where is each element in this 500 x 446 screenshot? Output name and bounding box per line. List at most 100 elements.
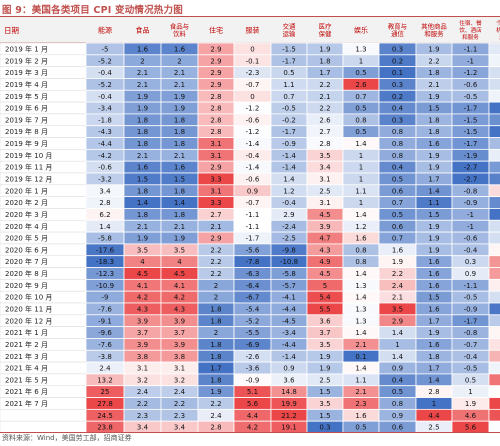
cell-value: 27.8 — [97, 400, 113, 408]
cell-value: 1.9 — [137, 235, 148, 243]
table-row: 2020 年 2 月 2.8 1.4 1.4 3.3 -0.7 -0.4 3.1 1 0.7 1.1… — [0, 196, 500, 209]
cell-value: 2.2 — [319, 81, 330, 89]
cell-value: 0.6 — [392, 223, 404, 231]
cell-value: -1.2 — [246, 105, 260, 113]
cell-value: 1.9 — [137, 93, 148, 101]
cell-value: 1.9 — [319, 365, 330, 373]
cell-value: -0.1 — [246, 57, 260, 65]
cell-value: 3.4 — [99, 187, 111, 195]
cell-value: 1.4 — [283, 176, 295, 184]
cell-value: 6.2 — [99, 211, 110, 219]
heatmap-cell — [488, 78, 500, 91]
cell-value: 1.8 — [174, 116, 185, 124]
cell-value: -0.4 — [464, 353, 478, 361]
cell-value: 1.9 — [428, 164, 439, 172]
cell-value: 2.1 — [174, 69, 185, 77]
cell-value: 1.8 — [174, 187, 185, 195]
cell-value: -0.6 — [464, 81, 478, 89]
cell-value: -1.4 — [282, 152, 296, 160]
cell-value: -0.7 — [246, 199, 260, 207]
cell-value: 1.6 — [392, 246, 404, 254]
cell-value: 0.3 — [319, 424, 330, 432]
cell-value: 0.5 — [355, 105, 366, 113]
heatmap-cell — [488, 255, 500, 268]
cell-value: -0.5 — [282, 105, 296, 113]
cell-value: 3.8 — [137, 353, 148, 361]
cell-value: -4.1 — [282, 294, 296, 302]
cell-value: 0.9 — [283, 365, 294, 373]
heatmap-cell — [488, 196, 500, 209]
cell-value: -5.6 — [246, 246, 260, 254]
cell-value: 19.9 — [281, 400, 297, 408]
cell-value: 1.6 — [428, 282, 440, 290]
cell-value: 4.5 — [319, 211, 330, 219]
heatmap-cell — [488, 125, 500, 138]
cell-value: 0.8 — [392, 400, 403, 408]
cell-value: -0.7 — [246, 81, 260, 89]
cell-value: -4.3 — [98, 128, 112, 136]
cell-value: -0.4 — [246, 152, 260, 160]
cell-value: 1.4 — [428, 376, 440, 384]
cell-value: 1.4 — [355, 329, 367, 337]
cell-value: 1.9 — [428, 246, 439, 254]
cell-value: -2.7 — [464, 176, 478, 184]
table-row: 2019 年 6 月 -3.4 1.9 1.9 2.8 -1.2 -0.5 2.2 0.5 0.4… — [0, 101, 500, 115]
cell-value: -1.7 — [282, 57, 296, 65]
cell-value: 2.5 — [319, 376, 330, 384]
cell-value: 1.8 — [137, 187, 148, 195]
cell-value: 4 — [177, 258, 182, 266]
cell-value: -6.9 — [246, 341, 260, 349]
cell-value: -10.8 — [280, 258, 298, 266]
cell-value: 0.5 — [355, 128, 366, 136]
cell-value: 2.2 — [210, 400, 221, 408]
column-header: 其他商品和服务 — [421, 21, 447, 38]
table-row: 2020 年 7 月 -18.3 4 4 2.2 -7.8 -10.8 4.9 0.8 1.9 1.… — [0, 255, 500, 268]
cell-value: 5 — [323, 282, 327, 290]
row-label: 2021 年 3 月 — [5, 352, 48, 361]
cell-value: 1.4 — [392, 329, 404, 337]
heatmap-cell — [488, 172, 500, 186]
cell-value: -2.5 — [282, 235, 296, 243]
cell-value: 1.9 — [210, 388, 221, 396]
heatmap-cell — [488, 89, 500, 103]
cell-value: 2.9 — [210, 57, 221, 65]
cell-value: 0.6 — [392, 187, 404, 195]
cell-value: 1.9 — [319, 46, 330, 54]
table-row: 2020 年 4 月 1.4 2.1 2.1 2.1 -1.1 -2.4 3.9 1.2 0.6 1… — [0, 219, 500, 233]
cell-value: 24.5 — [97, 412, 113, 420]
table-row: 2020 年 10 月 -9 4.2 4.2 2 -6.7 -4.1 5.4 1.4 2.1 1.5… — [0, 290, 500, 304]
cell-value: 2.8 — [210, 105, 221, 113]
cell-value: 0.7 — [355, 93, 366, 101]
table-row: 2021 年 3 月 -3.8 3.8 3.8 1.8 -2.6 -1.4 1.9 0.1 1.4… — [0, 349, 500, 363]
cell-value: -9.8 — [282, 246, 296, 254]
cell-value: -5.4 — [246, 306, 260, 314]
cell-value: -1.2 — [464, 69, 478, 77]
cell-value: 4.5 — [174, 270, 185, 278]
cell-value: 2.8 — [210, 116, 221, 124]
heatmap-cell — [488, 219, 500, 233]
row-label: 2020 年 8 月 — [5, 269, 48, 278]
cell-value: 1.4 — [137, 199, 149, 207]
cell-value: 1.8 — [428, 353, 439, 361]
cell-value: 2.6 — [319, 116, 331, 124]
cell-value: 2 — [214, 329, 218, 337]
row-label: 2019 年 9 月 — [5, 139, 48, 148]
heatmap-cells: 2019 年 1 月 -5 1.6 1.6 2.9 0 -1.5 1.9 1.3 0.3 1.9 -1… — [0, 42, 500, 433]
cell-value: 1.6 — [428, 270, 440, 278]
column-header: 交通运输 — [283, 21, 296, 38]
row-label: 2020 年 6 月 — [5, 245, 48, 254]
cell-value: -0.4 — [282, 199, 296, 207]
heatmap-cell — [488, 314, 500, 328]
row-label: 2021 年 1 月 — [5, 328, 48, 337]
cell-value: 4.2 — [137, 294, 148, 302]
cell-value: 1.2 — [283, 187, 294, 195]
cell-value: 2.1 — [319, 93, 330, 101]
cell-value: 0.4 — [392, 376, 404, 384]
cell-value: 2.8 — [210, 424, 221, 432]
cell-value: 2.9 — [210, 81, 221, 89]
cell-value: 1.6 — [174, 46, 186, 54]
cell-value: -1.7 — [246, 235, 260, 243]
cell-value: 2.5 — [319, 187, 330, 195]
cell-value: 1.8 — [428, 128, 439, 136]
cell-value: 0.7 — [392, 199, 403, 207]
